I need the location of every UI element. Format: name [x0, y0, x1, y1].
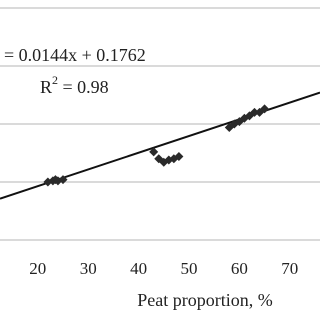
x-tick-label: 60 [231, 259, 248, 278]
r2-rest: = 0.98 [58, 77, 109, 97]
r2-sup: 2 [52, 73, 58, 87]
x-tick-label: 50 [180, 259, 197, 278]
data-point [149, 147, 159, 157]
equation: = 0.0144x + 0.1762 [4, 45, 146, 65]
data-point [58, 175, 68, 185]
x-axis-title: Peat proportion, % [137, 290, 272, 310]
x-tick-label: 30 [80, 259, 97, 278]
r-squared: R2 = 0.98 [40, 73, 109, 97]
x-tick-label: 70 [281, 259, 298, 278]
x-tick-label: 40 [130, 259, 147, 278]
data-point [260, 104, 270, 114]
data-point [174, 151, 184, 161]
data-point [249, 107, 259, 117]
x-tick-label: 20 [29, 259, 46, 278]
r2-base: R [40, 77, 52, 97]
